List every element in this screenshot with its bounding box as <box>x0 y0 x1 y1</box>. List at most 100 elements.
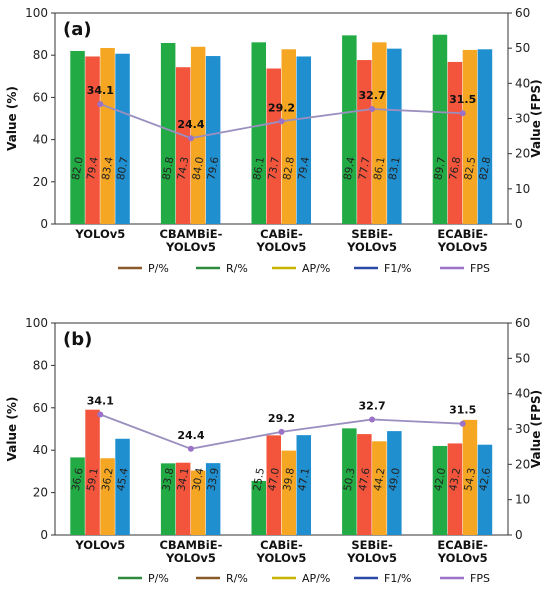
bar-r <box>357 60 372 224</box>
category-label: YOLOv5 <box>346 240 397 254</box>
bar-value-label: 76.8 <box>447 156 463 181</box>
y2-tick-label: 50 <box>515 41 530 55</box>
category-label: CBAMBiE- <box>159 538 222 552</box>
bar-r <box>447 443 463 535</box>
bar-value-label: 36.6 <box>70 467 86 492</box>
bar-p <box>70 50 85 225</box>
y-tick-label: 20 <box>33 486 48 500</box>
y-tick-label: 0 <box>40 528 48 542</box>
legend-label: AP/% <box>302 262 330 275</box>
bar-value-label: 86.1 <box>372 156 388 181</box>
bar-value-label: 50.3 <box>342 467 358 492</box>
bar-f1 <box>115 438 130 535</box>
y2-tick-label: 10 <box>515 493 530 507</box>
legend-label: AP/% <box>302 572 330 585</box>
y-tick-label: 0 <box>40 217 48 231</box>
bar-ap <box>190 470 206 535</box>
bar-p <box>70 457 85 535</box>
y2-tick-label: 60 <box>515 316 530 330</box>
legend-label: F1/% <box>384 262 411 275</box>
legend-label: FPS <box>470 572 490 585</box>
y-tick-label: 100 <box>25 6 48 20</box>
bar-f1 <box>296 56 311 224</box>
category-label: YOLOv5 <box>165 551 216 565</box>
y2-tick-label: 0 <box>515 528 523 542</box>
bar-value-label: 83.1 <box>387 156 403 181</box>
y-axis-label: Value (%) <box>5 86 19 151</box>
y2-tick-label: 60 <box>515 6 530 20</box>
bar-value-label: 82.8 <box>477 156 493 181</box>
bar-f1 <box>205 56 221 224</box>
bar-p <box>251 480 266 535</box>
bar-value-label: 34.1 <box>176 467 192 492</box>
fps-point <box>187 445 194 452</box>
bar-r <box>85 56 100 224</box>
bar-value-label: 47.1 <box>296 467 312 492</box>
category-label: YOLOv5 <box>346 551 397 565</box>
fps-value-label: 31.5 <box>449 404 476 417</box>
y-tick-label: 80 <box>33 48 48 62</box>
bar-r <box>447 61 463 225</box>
fps-point <box>278 428 285 435</box>
bar-r <box>175 67 191 225</box>
panel-label: (b) <box>63 329 92 350</box>
category-label: YOLOv5 <box>74 538 125 552</box>
panel-b: 0 20 40 60 80 100 0 10 20 30 40 50 60 Value (%) Value … <box>5 316 543 585</box>
bar-value-label: 79.6 <box>206 156 222 181</box>
y2-tick-label: 50 <box>515 351 530 365</box>
legend: P/% R/% AP/% F1/% FPS <box>118 572 490 585</box>
panel-label: (a) <box>63 19 92 40</box>
bar-value-label: 79.4 <box>296 156 312 181</box>
fps-point <box>369 106 376 113</box>
category-label: SEBiE- <box>351 227 393 241</box>
legend-label: F1/% <box>384 572 411 585</box>
bar-ap <box>462 49 478 224</box>
bar-value-label: 33.9 <box>206 467 222 492</box>
bar-p <box>251 42 266 225</box>
bar-f1 <box>387 431 402 535</box>
bar-value-label: 45.4 <box>115 467 131 492</box>
bar-p <box>342 428 357 535</box>
bar-value-label: 44.2 <box>372 467 388 492</box>
y-tick-label: 20 <box>33 175 48 189</box>
fps-value-label: 24.4 <box>177 118 204 131</box>
bar-value-label: 77.7 <box>357 156 373 181</box>
bar-value-label: 33.8 <box>161 467 177 492</box>
bar-f1 <box>115 53 130 225</box>
bar-p <box>342 35 357 225</box>
fps-value-label: 32.7 <box>359 399 386 412</box>
category-label: SEBiE- <box>351 538 393 552</box>
category-label: YOLOv5 <box>437 551 488 565</box>
y2-tick-label: 10 <box>515 182 530 196</box>
legend-label: R/% <box>226 262 248 275</box>
bar-p <box>432 34 448 224</box>
fps-value-label: 32.7 <box>359 89 386 102</box>
bar-r <box>266 435 281 535</box>
category-label: CABiE- <box>260 227 303 241</box>
y2-tick-label: 20 <box>515 147 530 161</box>
bar-ap <box>281 49 296 225</box>
legend-label: P/% <box>148 262 169 275</box>
bar-value-label: 54.3 <box>462 467 478 492</box>
y-tick-label: 60 <box>33 90 48 104</box>
bar-p <box>432 445 448 535</box>
bar-value-label: 79.4 <box>85 156 101 181</box>
fps-value-label: 24.4 <box>177 429 204 442</box>
bar-ap <box>372 42 387 225</box>
y-tick-label: 100 <box>25 316 48 330</box>
fps-point <box>459 110 466 117</box>
legend-label: P/% <box>148 572 169 585</box>
fps-point <box>278 118 285 125</box>
category-label: YOLOv5 <box>165 240 216 254</box>
bar-f1 <box>205 463 221 535</box>
category-label: YOLOv5 <box>256 240 307 254</box>
bar-value-label: 49.0 <box>387 467 403 492</box>
fps-value-label: 31.5 <box>449 93 476 106</box>
legend-label: FPS <box>470 262 490 275</box>
bar-f1 <box>477 444 493 535</box>
y2-axis-label: Value (FPS) <box>529 79 543 157</box>
fps-point <box>187 135 194 142</box>
fps-point <box>97 101 104 108</box>
y-tick-label: 40 <box>33 443 48 457</box>
bar-ap <box>100 458 115 535</box>
